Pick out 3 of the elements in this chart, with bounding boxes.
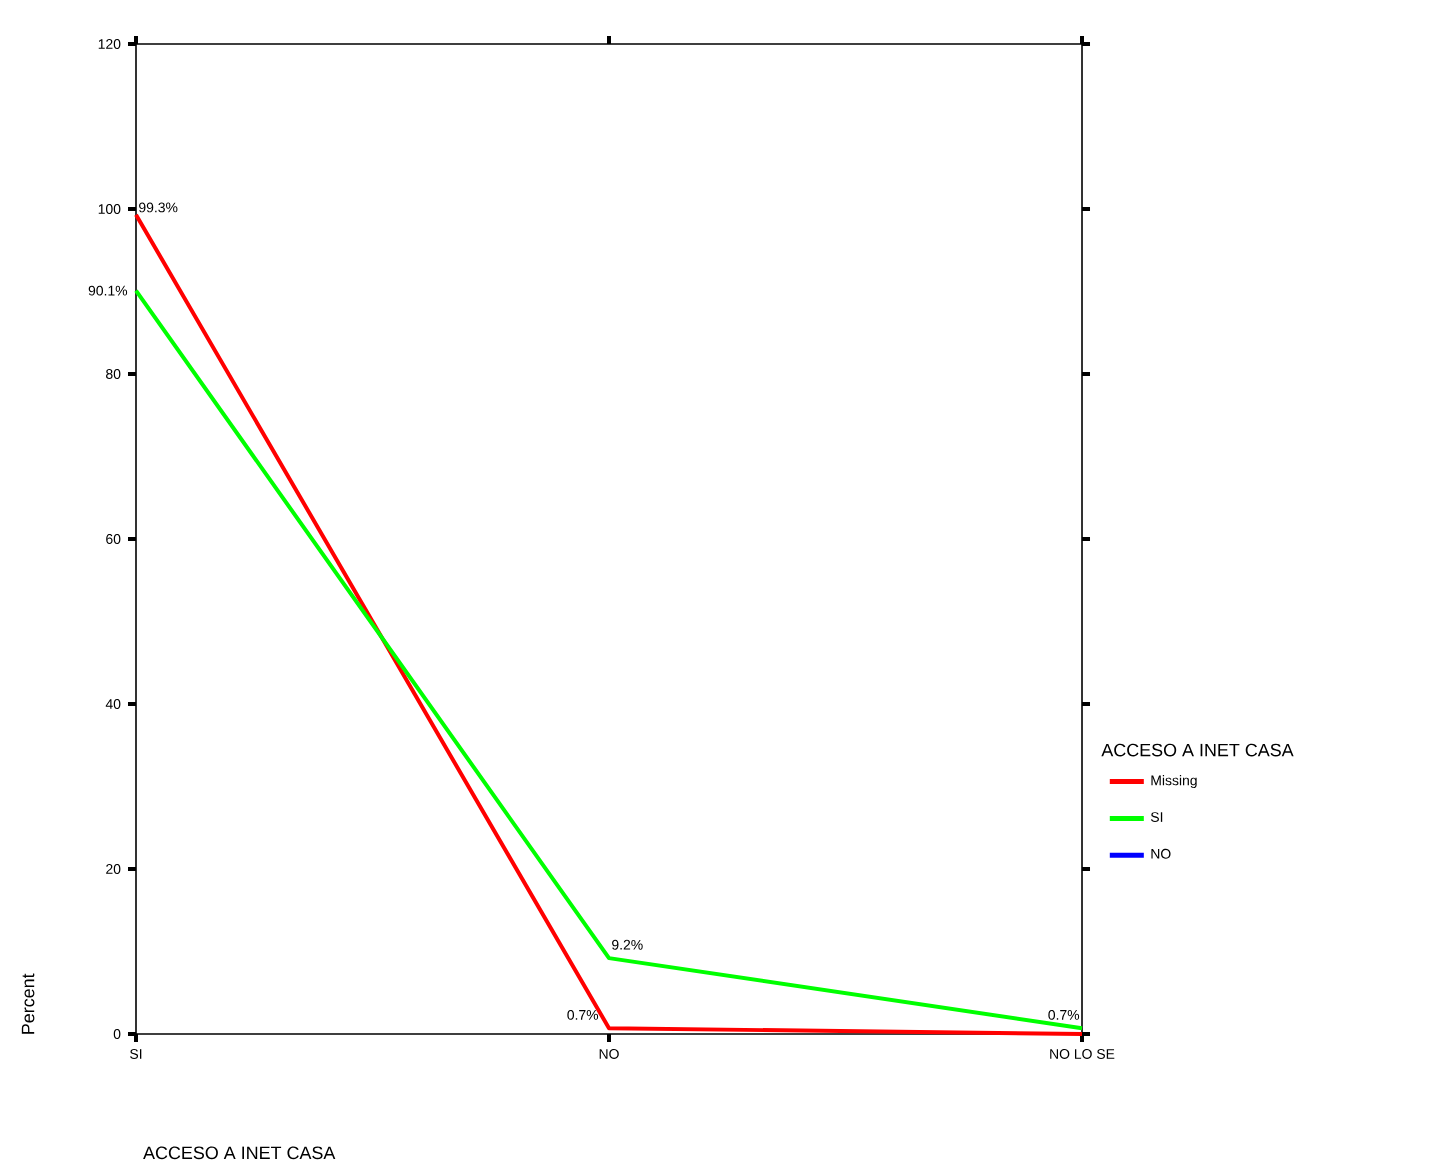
legend-title: ACCESO A INET CASA	[1101, 743, 1294, 757]
x-axis-title: ACCESO A INET CASA	[143, 1146, 336, 1160]
y-axis-title: Percent	[21, 973, 35, 1034]
